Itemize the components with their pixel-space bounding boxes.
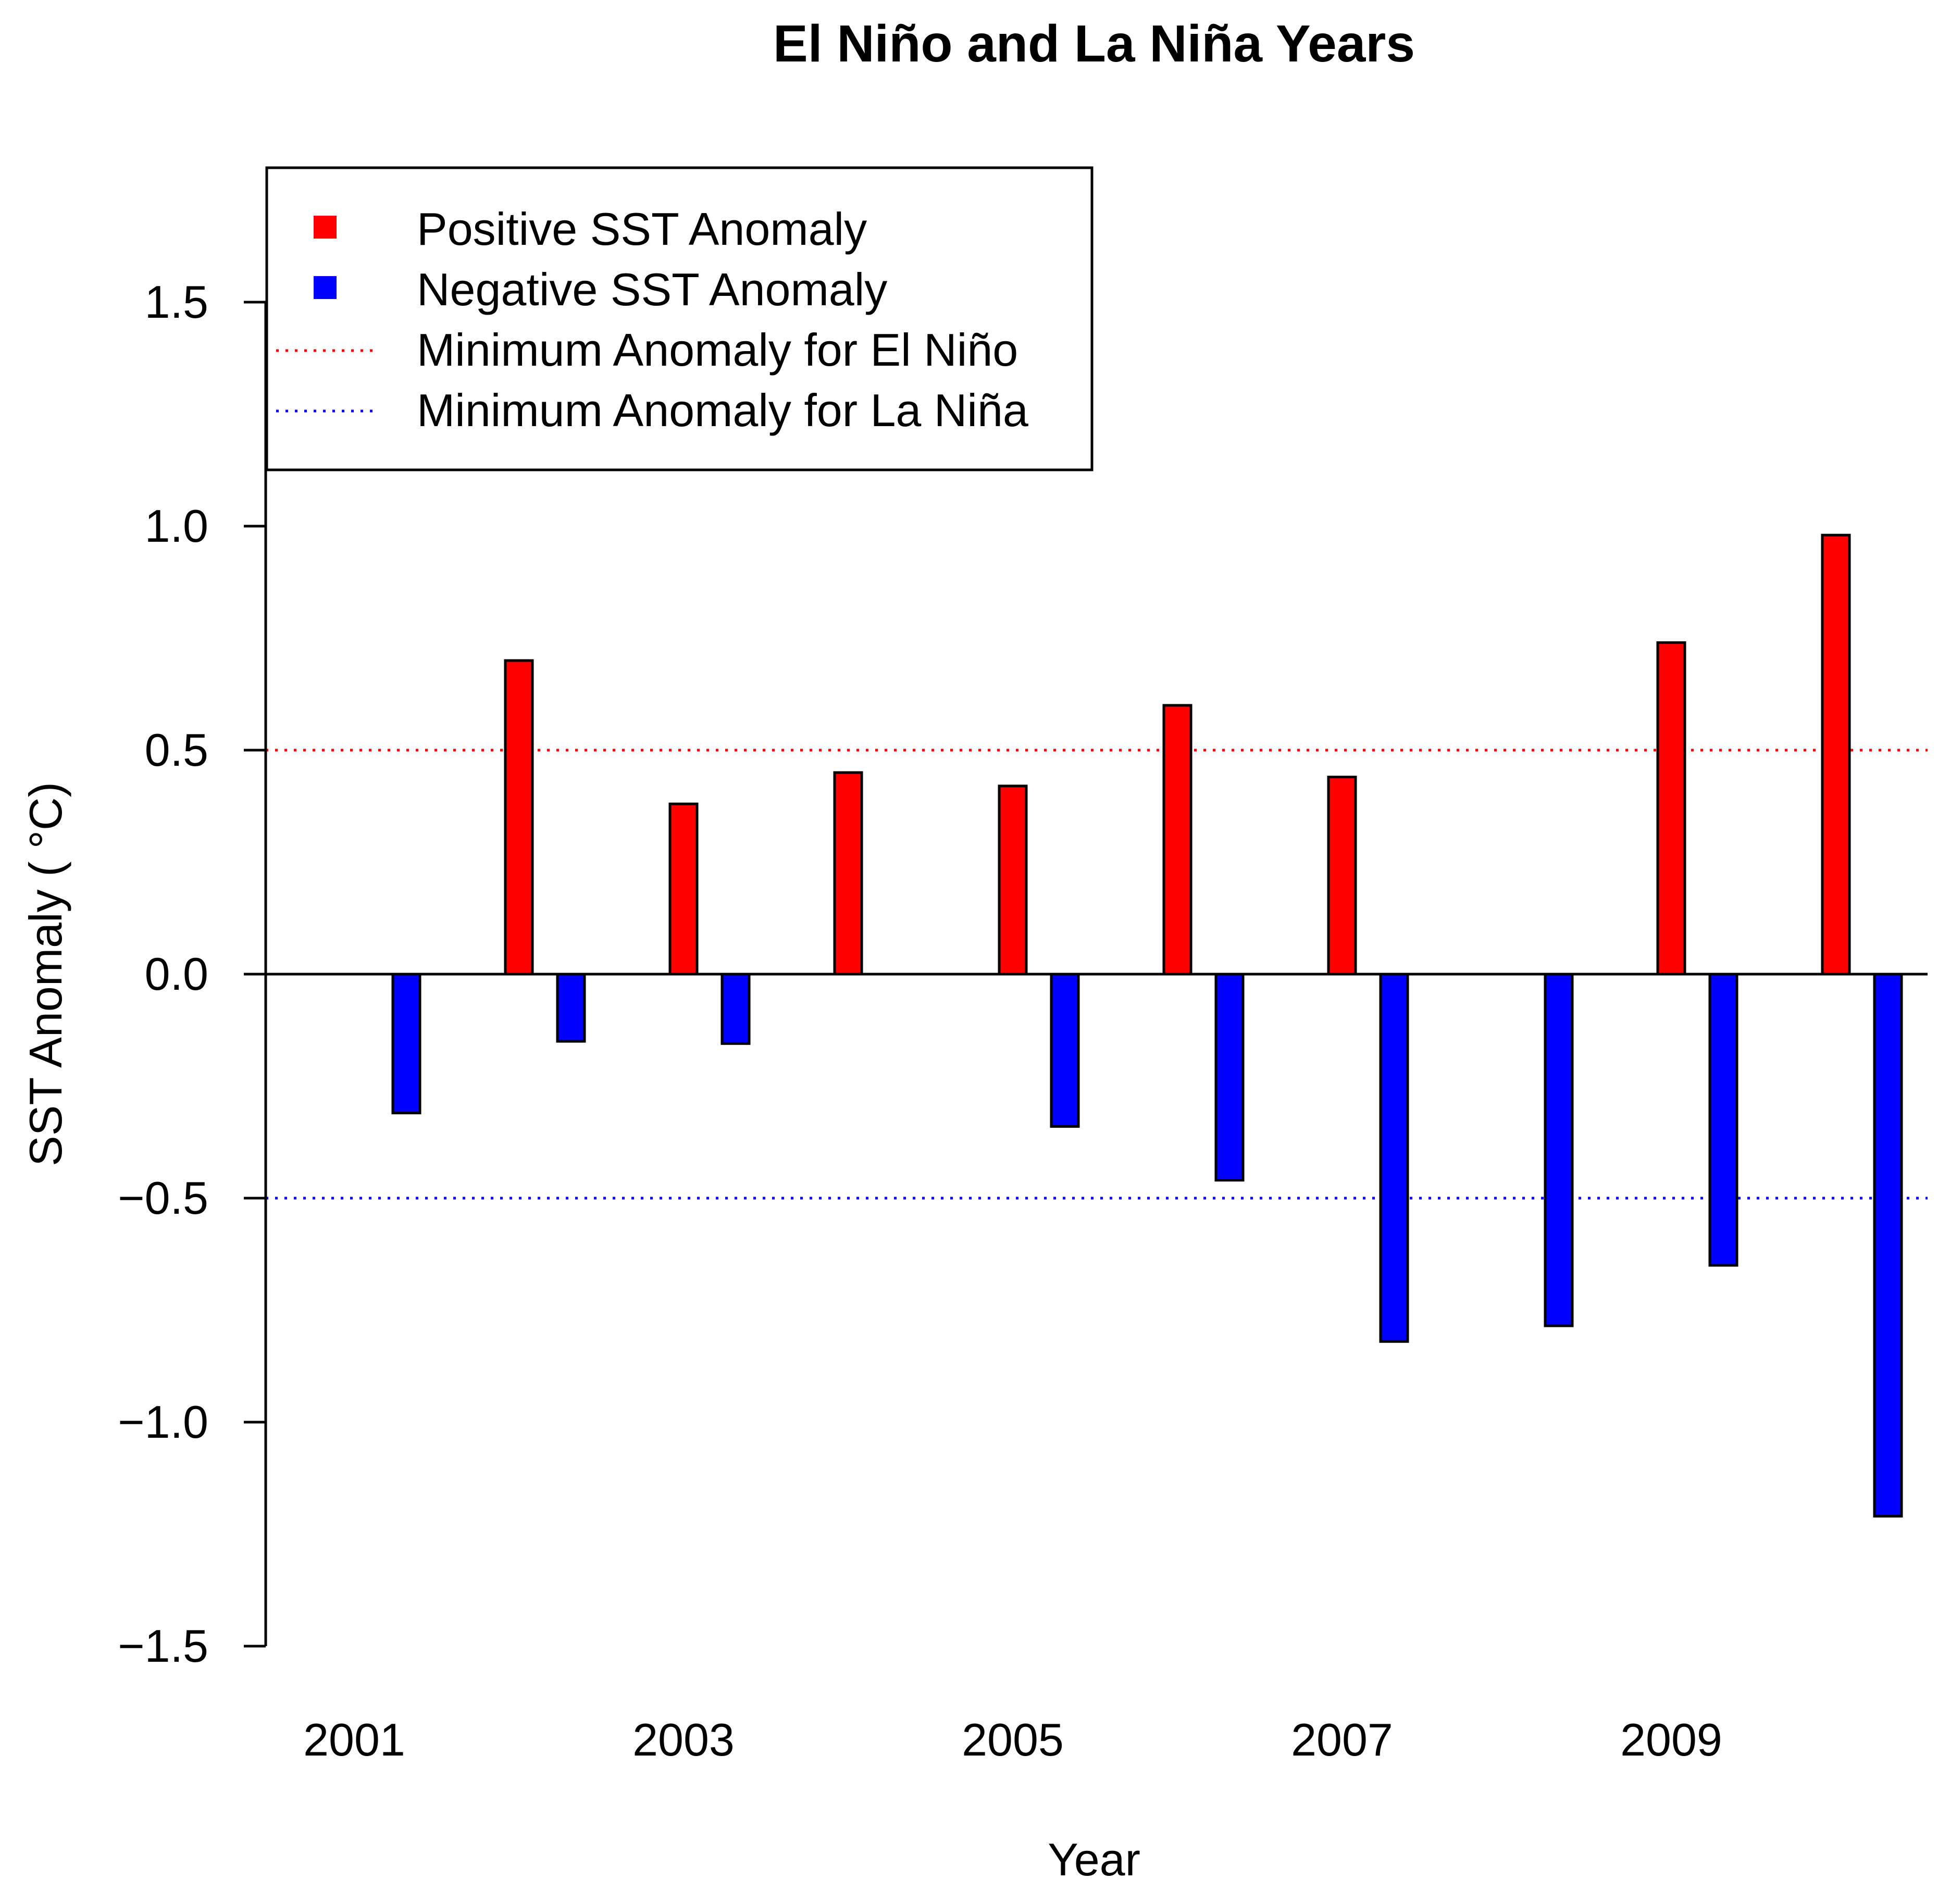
x-tick-label-2007: 2007 xyxy=(1291,1714,1393,1765)
legend: Positive SST Anomaly Negative SST Anomal… xyxy=(265,166,1094,471)
x-tick-label-2003: 2003 xyxy=(632,1714,735,1765)
bar-negative-2007 xyxy=(1379,973,1409,1343)
y-tick-label-1: −1.0 xyxy=(118,1396,208,1448)
x-axis-labels: 2001200320052007200920112013201520172019 xyxy=(303,1714,1722,1765)
y-tick-label-4: 0.5 xyxy=(145,724,208,776)
y-tick-label-0: −1.5 xyxy=(118,1620,208,1672)
bar-negative-2002 xyxy=(556,973,586,1043)
y-tick-label-6: 1.5 xyxy=(145,276,208,328)
legend-label-positive: Positive SST Anomaly xyxy=(417,203,867,255)
bar-positive-2007 xyxy=(1327,776,1357,976)
bar-positive-2005 xyxy=(998,785,1028,976)
bar-positive-2003 xyxy=(668,802,699,976)
legend-box xyxy=(265,166,1094,471)
y-tick-label-3: 0.0 xyxy=(145,948,208,1000)
bar-positive-2006 xyxy=(1162,704,1192,976)
legend-label-negative: Negative SST Anomaly xyxy=(417,264,887,315)
bar-positive-2009 xyxy=(1656,641,1686,976)
bar-negative-2003 xyxy=(720,973,751,1045)
bar-positive-2002 xyxy=(504,659,534,976)
legend-swatch-positive xyxy=(314,216,337,239)
x-tick-label-2009: 2009 xyxy=(1620,1714,1722,1765)
y-tick-label-2: −0.5 xyxy=(118,1172,208,1224)
x-axis-label: Year xyxy=(1048,1834,1140,1885)
legend-swatch-negative xyxy=(314,276,337,299)
bars xyxy=(391,533,1903,1518)
bar-positive-2004 xyxy=(833,771,863,976)
bar-negative-2009 xyxy=(1708,973,1738,1267)
bar-negative-2006 xyxy=(1214,973,1245,1182)
bar-negative-2008 xyxy=(1544,973,1574,1327)
y-axis-label: SST Anomaly ( °C) xyxy=(20,782,71,1166)
legend-label-el-nino: Minimum Anomaly for El Niño xyxy=(417,324,1018,376)
bar-negative-2010 xyxy=(1873,973,1903,1518)
bar-negative-2001 xyxy=(391,973,421,1115)
chart-title: El Niño and La Niña Years xyxy=(773,15,1415,73)
bar-negative-2005 xyxy=(1050,973,1080,1128)
x-tick-label-2005: 2005 xyxy=(962,1714,1064,1765)
y-axis: −1.5 −1.0 −0.5 0.0 0.5 1.0 1.5 xyxy=(118,276,267,1672)
x-tick-label-2001: 2001 xyxy=(303,1714,405,1765)
bar-positive-2010 xyxy=(1821,533,1851,976)
legend-label-la-nina: Minimum Anomaly for La Niña xyxy=(417,384,1028,436)
y-tick-label-5: 1.0 xyxy=(145,500,208,552)
